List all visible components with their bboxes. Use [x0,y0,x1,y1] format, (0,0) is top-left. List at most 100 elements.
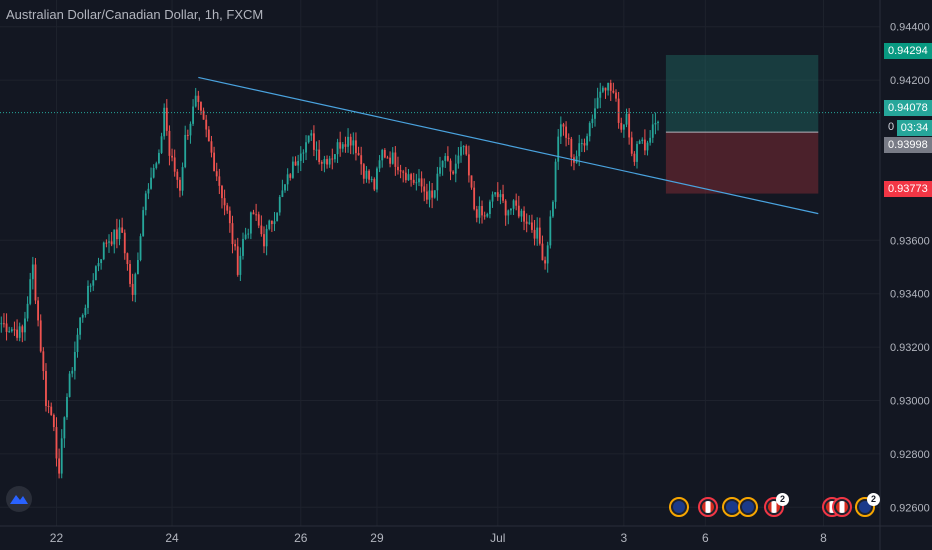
candle [16,329,18,338]
candle [515,200,518,206]
candle [5,323,8,332]
candle [538,227,541,244]
candle [305,142,307,153]
candle [29,279,32,304]
candle [144,193,147,211]
candle [168,130,171,156]
candle [467,154,470,176]
candle [105,242,108,244]
candle [129,264,131,284]
candle [339,142,342,149]
candle [84,307,87,316]
tradingview-logo-icon[interactable] [6,486,32,512]
candle [234,244,237,247]
candle [552,201,554,217]
candle [494,192,497,195]
candle [357,153,360,156]
ca-event-4-icon[interactable] [832,497,852,517]
candle [263,234,265,247]
candle [588,123,591,137]
candle [189,123,192,136]
candle [323,159,326,164]
candle [628,113,631,138]
candle [441,160,444,168]
candle [496,192,499,198]
candle [3,323,5,325]
candle [499,194,502,198]
candle [449,160,452,172]
candle [481,206,483,216]
time-tick-label: 8 [820,531,827,545]
candle [378,160,381,169]
candle [81,315,84,318]
candle [394,152,397,167]
candle [575,156,578,163]
candle [399,170,402,172]
candle [115,229,118,240]
candle [638,141,641,144]
candle [215,171,218,177]
candle [139,236,142,261]
canada-flag-icon [702,501,714,513]
candle [102,242,105,260]
au-event-3-icon[interactable] [738,497,758,517]
candle [291,161,294,178]
candle [249,212,252,234]
candle [192,106,194,124]
candle [134,274,137,295]
time-tick-label: 26 [294,531,308,545]
candle [31,264,34,280]
candle [423,186,426,192]
candle [460,146,462,156]
candle [452,171,455,174]
candle [158,152,160,164]
candle [462,146,465,148]
candle [365,170,368,179]
candle [34,264,37,301]
candle [641,139,644,142]
candle [397,166,399,171]
candle [355,140,357,154]
candle [609,82,612,91]
australia-flag-icon [742,501,754,513]
candle [289,174,292,178]
price-tick-label: 0.94200 [890,75,930,87]
candle [544,260,546,264]
candle [226,205,229,211]
candle [444,156,447,161]
candle [121,227,124,233]
candle [591,118,594,124]
candle [386,157,389,159]
candle [502,194,504,201]
candle [252,212,255,215]
canada-flag-icon [836,501,848,513]
au-event-1-icon[interactable] [669,497,689,517]
candle [63,417,66,439]
ca-event-1-icon[interactable] [698,497,718,517]
candle [546,245,549,264]
candle [520,210,523,217]
candle [412,179,415,183]
event-count-badge: 2 [776,493,789,506]
event-count-badge: 2 [867,493,880,506]
candle [194,95,197,107]
candle [66,396,68,418]
candle [71,370,74,374]
candle [389,157,392,164]
ca-event-2-icon[interactable]: 2 [764,493,789,517]
candle [24,318,26,333]
candle [622,124,625,130]
bar-countdown: 03:34 [897,120,932,136]
candle [615,92,617,99]
candle [273,221,276,225]
au-event-4-icon[interactable]: 2 [855,493,880,517]
candle [123,232,126,254]
candle [418,178,420,183]
candle [341,144,344,149]
candle [376,168,378,190]
candle [583,143,586,146]
candle [58,458,61,474]
candle [47,405,50,407]
candle [473,187,476,210]
